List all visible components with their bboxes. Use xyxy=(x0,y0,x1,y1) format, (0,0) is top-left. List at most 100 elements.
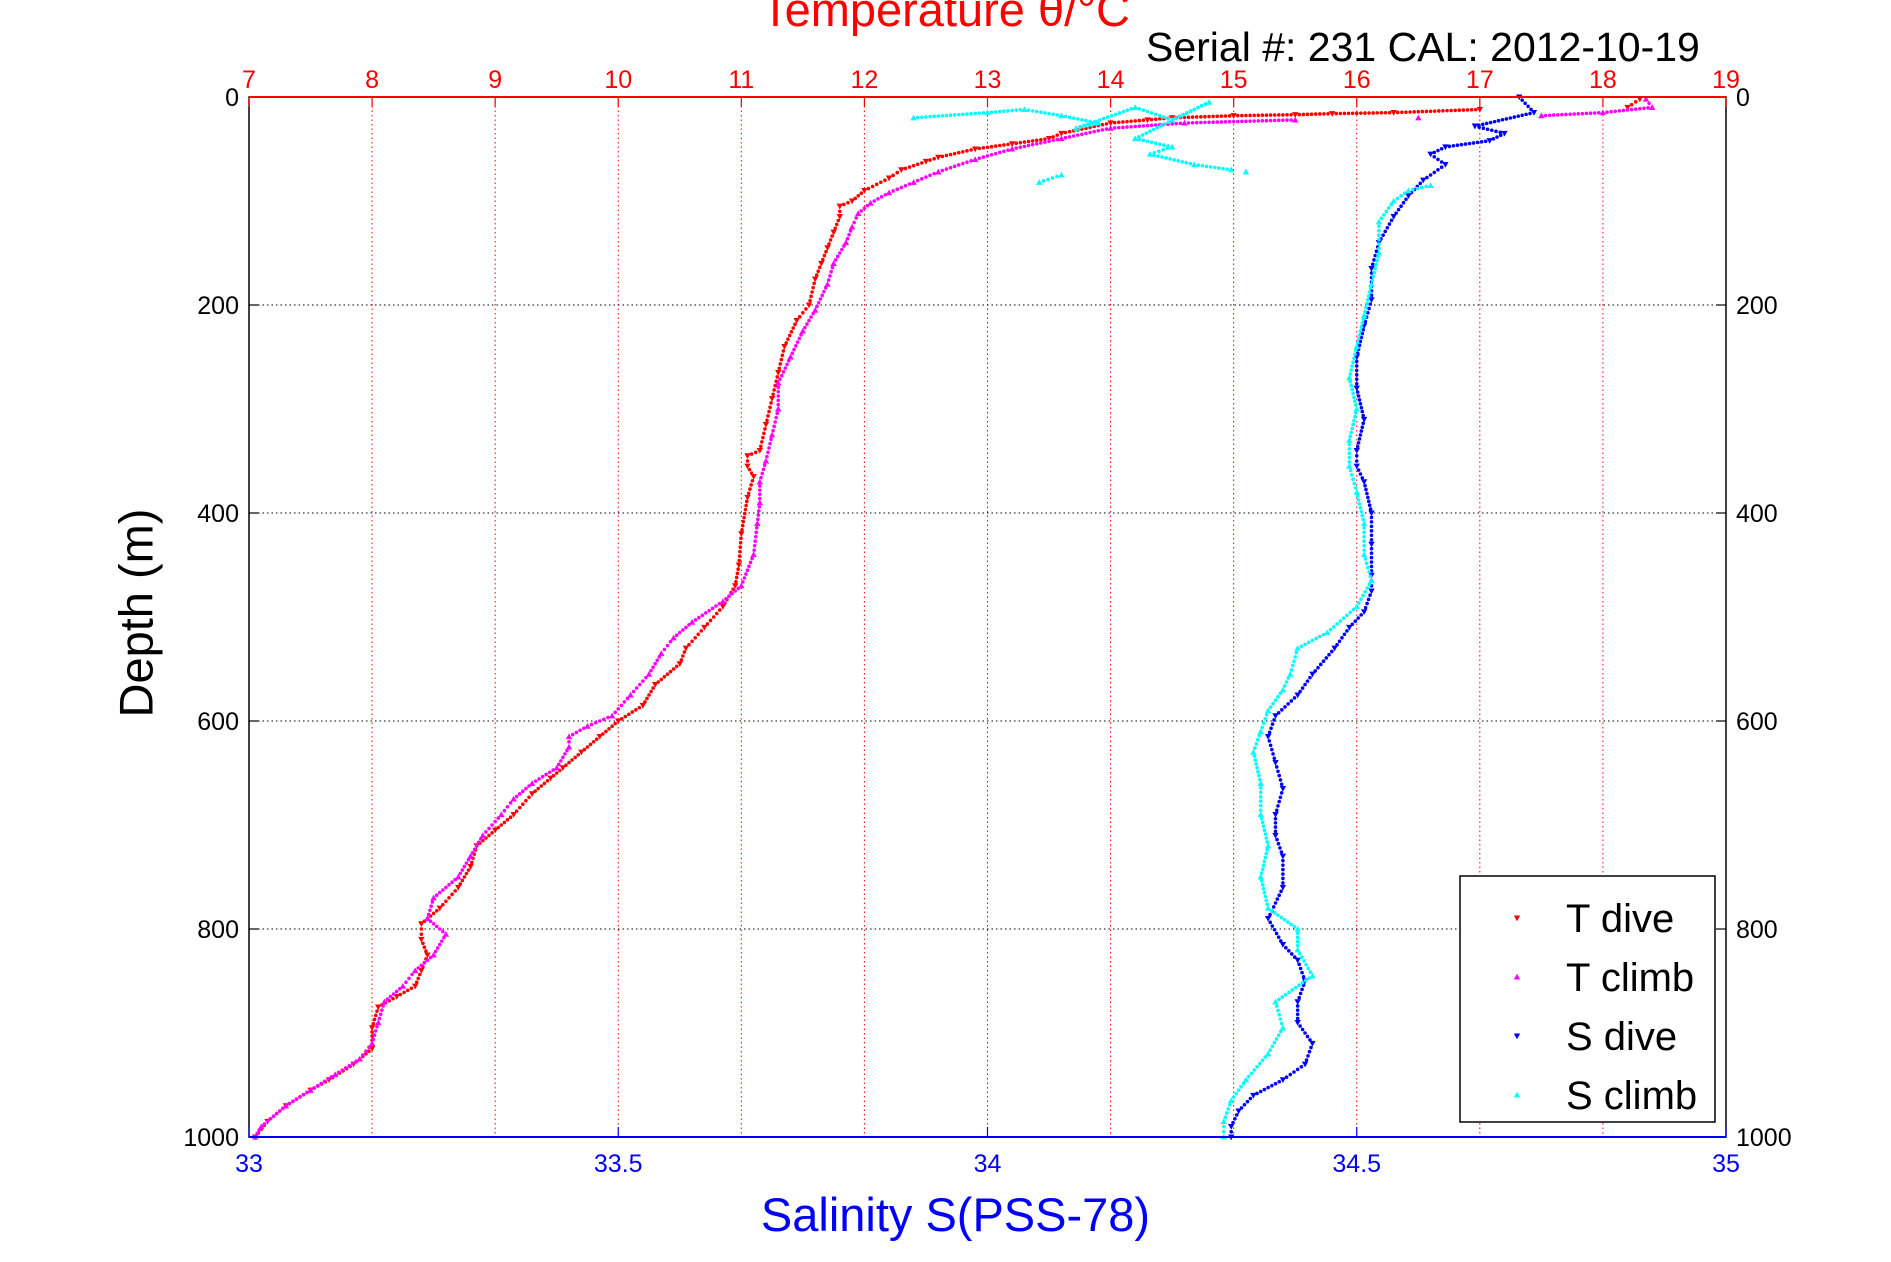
data-point xyxy=(1258,786,1263,790)
data-point xyxy=(1266,1085,1270,1090)
data-point xyxy=(1370,278,1375,283)
data-point xyxy=(460,878,465,883)
data-point xyxy=(458,882,463,886)
data-point xyxy=(1309,1045,1313,1050)
data-point xyxy=(1260,867,1265,871)
data-point xyxy=(750,556,754,561)
data-point xyxy=(1172,158,1176,162)
data-point xyxy=(891,189,895,193)
data-point xyxy=(460,868,465,872)
data-point xyxy=(915,115,920,120)
data-point xyxy=(1326,111,1330,116)
data-point xyxy=(797,314,802,319)
data-point xyxy=(368,1040,376,1046)
data-point xyxy=(1358,472,1363,476)
data-point xyxy=(731,583,739,589)
data-point xyxy=(424,952,431,959)
data-point xyxy=(859,209,864,213)
data-point xyxy=(472,847,477,852)
data-point xyxy=(1300,987,1304,992)
data-point xyxy=(1298,991,1303,996)
data-point xyxy=(394,989,399,994)
data-point xyxy=(1080,132,1084,137)
data-point xyxy=(1092,129,1096,134)
data-point xyxy=(631,689,636,694)
data-point xyxy=(1405,187,1412,194)
data-point xyxy=(1276,1033,1281,1038)
data-point xyxy=(1264,734,1272,740)
data-point xyxy=(781,349,786,353)
data-point xyxy=(1264,113,1269,117)
data-point xyxy=(1368,541,1375,548)
data-point xyxy=(1272,832,1279,839)
data-point xyxy=(643,700,647,704)
data-point xyxy=(1389,218,1394,223)
data-point xyxy=(1286,676,1291,680)
data-point xyxy=(588,742,593,747)
data-point xyxy=(1629,102,1634,107)
data-point xyxy=(717,601,722,606)
data-point xyxy=(422,945,427,949)
data-point xyxy=(1008,145,1016,152)
data-point xyxy=(630,710,635,714)
data-point xyxy=(1224,1111,1229,1115)
data-point xyxy=(1353,619,1358,623)
data-point xyxy=(1014,108,1019,112)
data-point xyxy=(1184,160,1189,165)
data-point xyxy=(645,696,649,701)
data-point xyxy=(1268,705,1273,709)
data-point xyxy=(714,611,719,616)
data-point xyxy=(1226,1107,1231,1111)
data-point xyxy=(753,450,758,455)
data-point xyxy=(1301,112,1306,117)
data-point xyxy=(1357,333,1362,337)
data-point xyxy=(956,112,961,117)
data-point xyxy=(1350,364,1354,368)
data-point xyxy=(553,764,560,771)
data-point xyxy=(777,366,782,371)
data-point xyxy=(874,182,879,187)
data-point xyxy=(505,805,510,809)
data-point xyxy=(375,1004,382,1011)
data-point xyxy=(736,567,740,571)
data-point xyxy=(1353,489,1360,495)
data-point xyxy=(1112,126,1117,130)
data-point xyxy=(1335,642,1339,647)
data-point xyxy=(1427,182,1434,188)
data-point xyxy=(429,904,433,908)
data-point xyxy=(1186,115,1191,120)
data-point xyxy=(961,161,965,166)
data-point xyxy=(757,496,762,501)
data-point xyxy=(307,1087,314,1093)
data-point xyxy=(734,579,738,584)
data-point xyxy=(431,911,436,916)
data-point xyxy=(1161,148,1166,152)
data-point xyxy=(1137,118,1142,123)
data-point xyxy=(1374,249,1379,254)
data-point xyxy=(1137,106,1142,111)
data-point xyxy=(1207,120,1211,125)
data-point xyxy=(1292,112,1299,118)
data-point xyxy=(1006,142,1010,147)
legend: T dive T climb S dive S climb xyxy=(1459,875,1716,1123)
data-point xyxy=(1223,120,1228,124)
data-point xyxy=(622,700,627,704)
data-point xyxy=(1228,1097,1235,1104)
data-point xyxy=(969,148,973,152)
data-point xyxy=(433,949,438,954)
data-point xyxy=(596,734,603,740)
data-point xyxy=(757,509,761,513)
data-point xyxy=(409,986,414,991)
data-point xyxy=(1428,109,1433,114)
data-point xyxy=(952,113,957,117)
data-point xyxy=(1264,707,1272,714)
data-point xyxy=(760,471,765,476)
data-point xyxy=(1524,112,1528,117)
data-point xyxy=(1304,1058,1309,1062)
data-point xyxy=(1301,975,1306,979)
data-point xyxy=(1235,119,1240,124)
data-point xyxy=(746,491,751,496)
data-point xyxy=(1543,113,1548,118)
data-point xyxy=(1177,114,1182,119)
data-point xyxy=(856,194,861,198)
